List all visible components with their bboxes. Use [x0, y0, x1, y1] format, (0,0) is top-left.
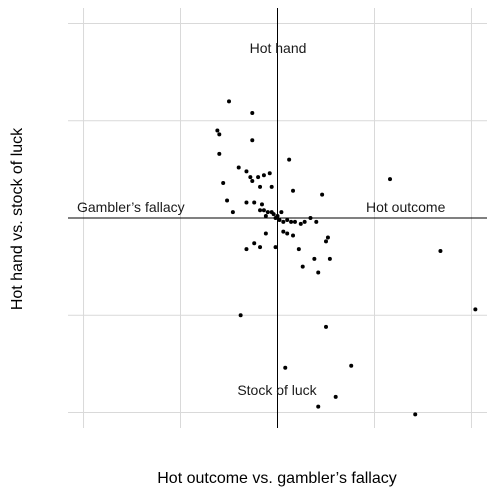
data-point — [323, 239, 328, 244]
data-point — [316, 270, 321, 275]
data-point — [285, 217, 290, 222]
data-point — [267, 171, 272, 176]
data-point — [250, 111, 255, 115]
data-point — [252, 200, 257, 205]
data-point — [248, 175, 253, 180]
data-point — [281, 229, 286, 234]
data-point — [225, 198, 230, 203]
data-point — [473, 307, 478, 312]
data-point — [283, 365, 288, 370]
data-point — [291, 233, 296, 238]
data-point — [296, 247, 301, 252]
data-point — [279, 210, 284, 215]
data-point — [275, 214, 280, 219]
data-point — [227, 99, 232, 104]
data-point — [250, 179, 255, 184]
data-point — [302, 219, 307, 224]
data-point — [349, 363, 354, 368]
data-point — [413, 412, 418, 417]
data-points — [215, 99, 478, 417]
data-point — [292, 219, 297, 224]
data-point — [217, 151, 222, 156]
y-axis-title: Hot hand vs. stock of luck — [9, 127, 26, 310]
data-point — [298, 221, 303, 226]
data-point — [281, 219, 286, 224]
data-point — [258, 245, 263, 250]
data-point — [250, 138, 255, 143]
data-point — [217, 132, 222, 137]
data-point — [263, 231, 268, 236]
data-point — [244, 200, 249, 205]
quadrant-label-top: Hot hand — [250, 40, 307, 56]
data-point — [277, 217, 282, 222]
x-axis-title: Hot outcome vs. gambler’s fallacy — [157, 470, 397, 487]
data-point — [269, 184, 274, 189]
data-point — [261, 208, 266, 213]
data-point — [316, 404, 321, 409]
data-point — [287, 157, 292, 162]
data-point — [285, 231, 290, 236]
data-point — [314, 219, 319, 224]
data-point — [252, 241, 257, 246]
data-point — [244, 169, 249, 174]
data-point — [238, 313, 243, 318]
data-point — [215, 128, 220, 133]
data-point — [438, 249, 443, 254]
data-point — [333, 394, 338, 399]
data-point — [325, 235, 330, 240]
data-point — [221, 181, 226, 185]
data-point — [271, 212, 276, 217]
data-point — [312, 256, 317, 261]
data-point — [273, 245, 278, 250]
data-point — [300, 264, 305, 269]
quadrant-label-bottom: Stock of luck — [237, 382, 317, 398]
data-point — [259, 202, 264, 207]
data-point — [265, 210, 270, 215]
data-point — [291, 188, 296, 193]
data-point — [258, 208, 263, 213]
data-point — [388, 177, 393, 182]
data-point — [258, 184, 263, 189]
quadrant-label-left: Gambler’s fallacy — [77, 199, 185, 215]
data-point — [308, 216, 313, 220]
quadrant-label-right: Hot outcome — [366, 199, 446, 215]
data-point — [263, 214, 268, 219]
data-point — [323, 324, 328, 329]
data-point — [320, 192, 325, 197]
data-point — [230, 210, 235, 215]
data-point — [327, 256, 332, 261]
data-point — [261, 173, 266, 178]
data-point — [289, 219, 294, 224]
data-point — [236, 165, 241, 170]
data-point — [244, 247, 249, 252]
data-point — [256, 175, 261, 180]
